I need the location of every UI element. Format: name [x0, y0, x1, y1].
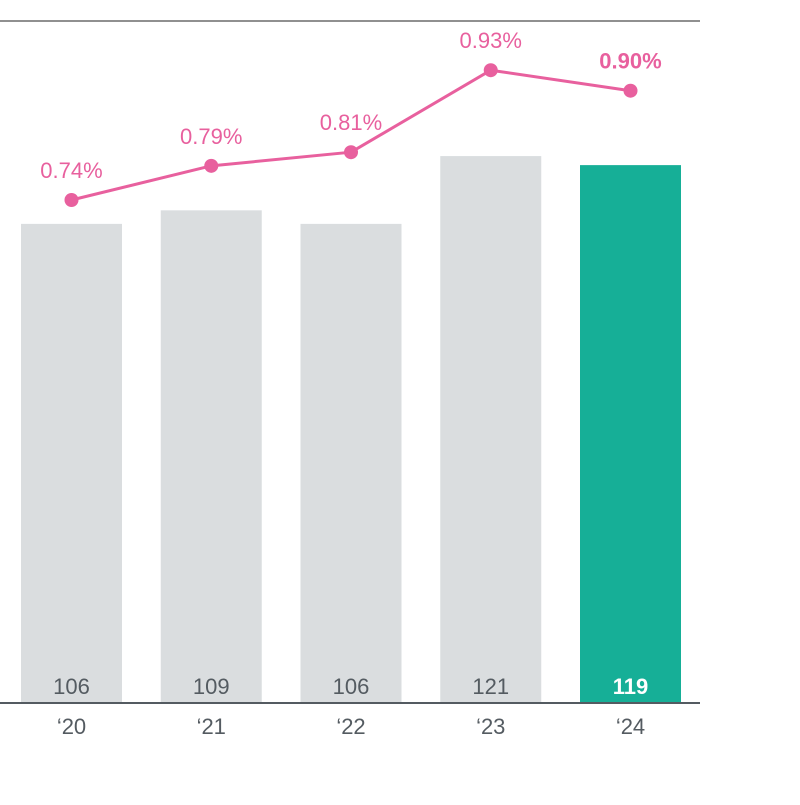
x-tick-label: ‘21 [197, 714, 226, 739]
bar-4 [580, 165, 681, 703]
ratio-labels-layer: 0.74% 0.79% 0.81% 0.93% 0.90% [40, 28, 661, 183]
ratio-label: 0.74% [40, 158, 102, 183]
bar-2 [300, 223, 402, 703]
x-tick-label: ‘24 [616, 714, 645, 739]
bar-3 [440, 156, 542, 703]
ratio-point-2 [344, 145, 358, 160]
ratio-label: 0.81% [320, 110, 382, 135]
ratio-label: 0.79% [180, 124, 242, 149]
x-tick-label: ‘22 [336, 714, 365, 739]
bar-value-label: 106 [333, 674, 370, 699]
bar-0 [21, 223, 122, 703]
bar-1 [160, 210, 262, 703]
x-tick-label: ‘23 [476, 714, 505, 739]
bar-value-label: 106 [53, 674, 90, 699]
x-tick-labels: ‘20 ‘21 ‘22 ‘23 ‘24 [57, 714, 645, 739]
ratio-point-1 [204, 158, 219, 173]
ratio-line-layer [64, 63, 638, 207]
bar-value-label: 121 [472, 674, 509, 699]
ratio-point-3 [483, 63, 498, 78]
bar-value-label: 119 [613, 674, 649, 699]
ratio-label: 0.90% [599, 49, 661, 74]
bars-layer [21, 156, 681, 703]
ratio-point-4 [623, 83, 638, 98]
x-tick-label: ‘20 [57, 714, 86, 739]
bar-value-labels: 106 109 106 121 119 [53, 674, 648, 699]
ratio-label: 0.93% [460, 28, 522, 53]
bar-value-label: 109 [193, 674, 230, 699]
ratio-point-0 [64, 193, 79, 207]
